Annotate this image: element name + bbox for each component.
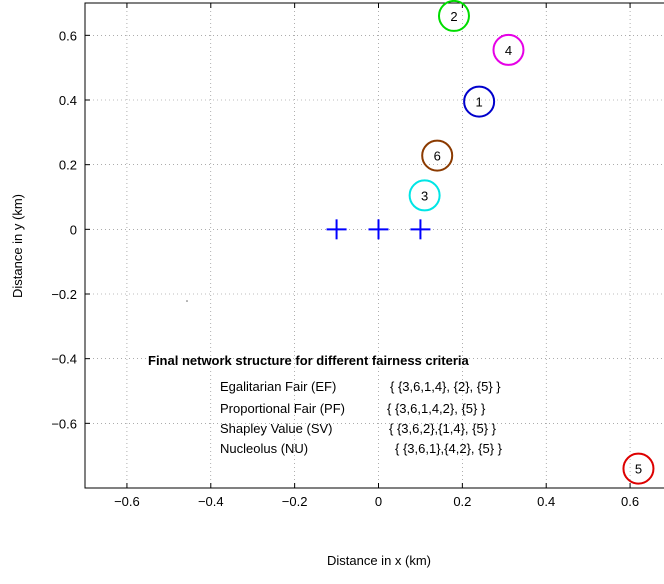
- y-tick-label: 0.2: [59, 158, 77, 173]
- data-marks: 1 2 3 4 5 6: [326, 0, 655, 485]
- user-marker-1: 1: [463, 85, 496, 118]
- x-tick-label: 0: [375, 494, 382, 509]
- user-label: 6: [434, 149, 441, 164]
- annotation-rows: Egalitarian Fair (EF) { {3,6,1,4}, {2}, …: [220, 379, 503, 456]
- y-tick-label: 0: [70, 222, 77, 237]
- user-marker-2: 2: [437, 0, 470, 32]
- annotation-row-name: Proportional Fair (PF): [220, 401, 345, 416]
- x-axis-label: Distance in x (km): [327, 553, 431, 568]
- base-station-marker: [326, 219, 347, 240]
- user-circle: [408, 179, 441, 212]
- user-circle: [492, 33, 525, 66]
- user-marker-3: 3: [408, 179, 441, 212]
- user-marker-4: 4: [492, 33, 525, 66]
- y-axis-label: Distance in y (km): [10, 194, 25, 298]
- user-marker-6: 6: [421, 139, 454, 172]
- user-label: 4: [505, 43, 512, 58]
- annotation-row-value: { {3,6,1},{4,2}, {5} }: [395, 441, 503, 456]
- user-marker-5: 5: [622, 452, 655, 485]
- user-circle: [463, 85, 496, 118]
- y-tick-label: −0.2: [51, 287, 77, 302]
- y-tick-label: −0.6: [51, 416, 77, 431]
- annotation-title: Final network structure for different fa…: [148, 353, 470, 368]
- user-circle: [437, 0, 470, 32]
- y-tick-label: −0.4: [51, 352, 77, 367]
- x-tick-label: 0.6: [621, 494, 639, 509]
- annotation-row-name: Nucleolus (NU): [220, 441, 308, 456]
- annotation-row-value: { {3,6,1,4,2}, {5} }: [387, 401, 486, 416]
- user-label: 2: [450, 9, 457, 24]
- user-label: 1: [476, 95, 483, 110]
- user-label: 3: [421, 188, 428, 203]
- x-tick-label: −0.2: [282, 494, 308, 509]
- base-station-marker: [368, 219, 389, 240]
- x-tick-label: −0.4: [198, 494, 224, 509]
- annotation-row-name: Shapley Value (SV): [220, 421, 333, 436]
- grid-lines: [85, 3, 664, 488]
- user-label: 5: [635, 462, 642, 477]
- stray-dot: [186, 300, 188, 302]
- annotation-row-name: Egalitarian Fair (EF): [220, 379, 336, 394]
- y-tick-label: 0.4: [59, 93, 77, 108]
- axis-ticks: −0.6 −0.4 −0.2 0 0.2 0.4 0.6 −0.6 −0.4 −0.2 0 0.2 0.…: [51, 3, 639, 509]
- user-circle: [421, 139, 454, 172]
- x-tick-label: −0.6: [114, 494, 140, 509]
- user-circle: [622, 452, 655, 485]
- x-tick-label: 0.2: [453, 494, 471, 509]
- annotation-row-value: { {3,6,1,4}, {2}, {5} }: [390, 379, 501, 394]
- annotation-row-value: { {3,6,2},{1,4}, {5} }: [389, 421, 497, 436]
- base-station-marker: [410, 219, 431, 240]
- y-tick-label: 0.6: [59, 28, 77, 43]
- x-tick-label: 0.4: [537, 494, 555, 509]
